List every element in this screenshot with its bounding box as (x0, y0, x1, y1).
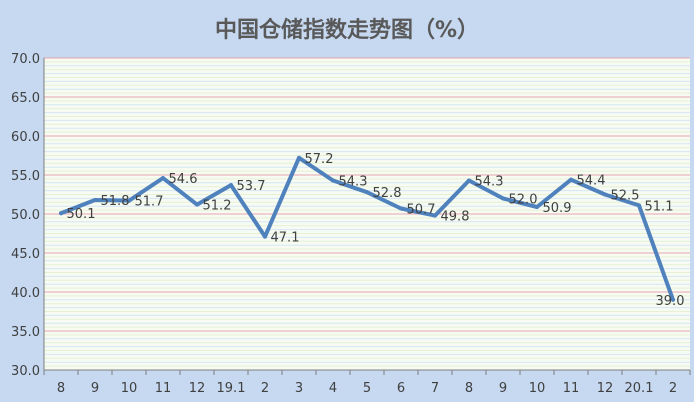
x-tick-label: 10 (121, 381, 138, 396)
data-label: 51.1 (645, 199, 674, 214)
x-tick-label: 10 (529, 381, 546, 396)
data-point (195, 202, 199, 207)
data-label: 52.0 (509, 192, 538, 207)
data-labels: 50.1 51.8 51.7 54.6 51.2 53.7 47.1 57.2 54.3 52.8… (67, 152, 685, 309)
data-point (161, 176, 165, 181)
x-tick-label: 7 (431, 381, 439, 396)
data-point (365, 190, 369, 195)
minor-gridlines (44, 61, 690, 367)
x-tick-label: 9 (91, 381, 99, 396)
data-label: 54.3 (339, 174, 368, 189)
data-point (671, 297, 675, 302)
data-label: 51.7 (135, 195, 164, 210)
major-gridlines (44, 57, 690, 332)
x-tick-label: 11 (563, 381, 580, 396)
x-tick-label: 2 (669, 381, 677, 396)
y-tick-label: 55.0 (11, 169, 40, 184)
data-point (331, 178, 335, 183)
data-label: 47.1 (271, 231, 300, 246)
data-label: 50.9 (543, 201, 572, 216)
y-tick-label: 50.0 (11, 208, 40, 223)
data-label: 51.2 (203, 199, 232, 214)
data-label: 54.6 (169, 172, 198, 187)
data-point (93, 197, 97, 202)
x-tick-label: 11 (155, 381, 172, 396)
data-label: 54.4 (577, 174, 606, 189)
data-label: 54.3 (475, 174, 504, 189)
data-label: 51.8 (101, 194, 130, 209)
chart-title: 中国仓储指数走势图（%） (214, 18, 480, 43)
x-tick-labels: 8 9 10 11 12 19.1 2 3 4 5 6 7 8 9 10 11 12 20.1 2 (57, 381, 677, 396)
y-tick-label: 65.0 (11, 91, 40, 106)
y-tick-label: 35.0 (11, 325, 40, 340)
y-tick-label: 45.0 (11, 247, 40, 262)
x-tick-label: 20.1 (625, 381, 654, 396)
x-tick-label: 8 (465, 381, 473, 396)
data-point (603, 192, 607, 197)
x-tick-label: 2 (261, 381, 269, 396)
y-tick-labels: 30.0 35.0 40.0 45.0 50.0 55.0 60.0 65.0 70.0 (11, 52, 40, 379)
data-point (433, 213, 437, 218)
x-tick-label: 4 (329, 381, 337, 396)
x-tick-label: 3 (295, 381, 303, 396)
x-tick-label: 8 (57, 381, 65, 396)
y-tick-label: 70.0 (11, 52, 40, 67)
x-tick-label: 12 (597, 381, 614, 396)
data-label: 50.1 (67, 207, 96, 222)
x-tick-label: 12 (189, 381, 206, 396)
data-point (535, 204, 539, 209)
data-point (467, 178, 471, 183)
data-point (297, 155, 301, 160)
y-tick-label: 60.0 (11, 130, 40, 145)
x-tick-label: 9 (499, 381, 507, 396)
data-label: 52.8 (373, 186, 402, 201)
data-label: 57.2 (305, 152, 334, 167)
data-point (127, 198, 131, 203)
data-label: 50.7 (407, 203, 436, 218)
series-group (59, 155, 675, 302)
data-point (59, 211, 63, 216)
data-point (229, 183, 233, 188)
axes (43, 58, 691, 375)
data-point (399, 206, 403, 211)
data-label: 52.5 (611, 189, 640, 204)
y-tick-label: 30.0 (11, 364, 40, 379)
data-label: 49.8 (441, 210, 470, 225)
y-tick-label: 40.0 (11, 286, 40, 301)
data-point (637, 203, 641, 208)
data-point (569, 177, 573, 182)
x-tick-label: 6 (397, 381, 405, 396)
data-label: 53.7 (237, 179, 266, 194)
x-tick-label: 19.1 (217, 381, 246, 396)
x-tick-label: 5 (363, 381, 371, 396)
data-label: 39.0 (656, 294, 685, 309)
data-point (263, 234, 267, 239)
data-point (501, 196, 505, 201)
